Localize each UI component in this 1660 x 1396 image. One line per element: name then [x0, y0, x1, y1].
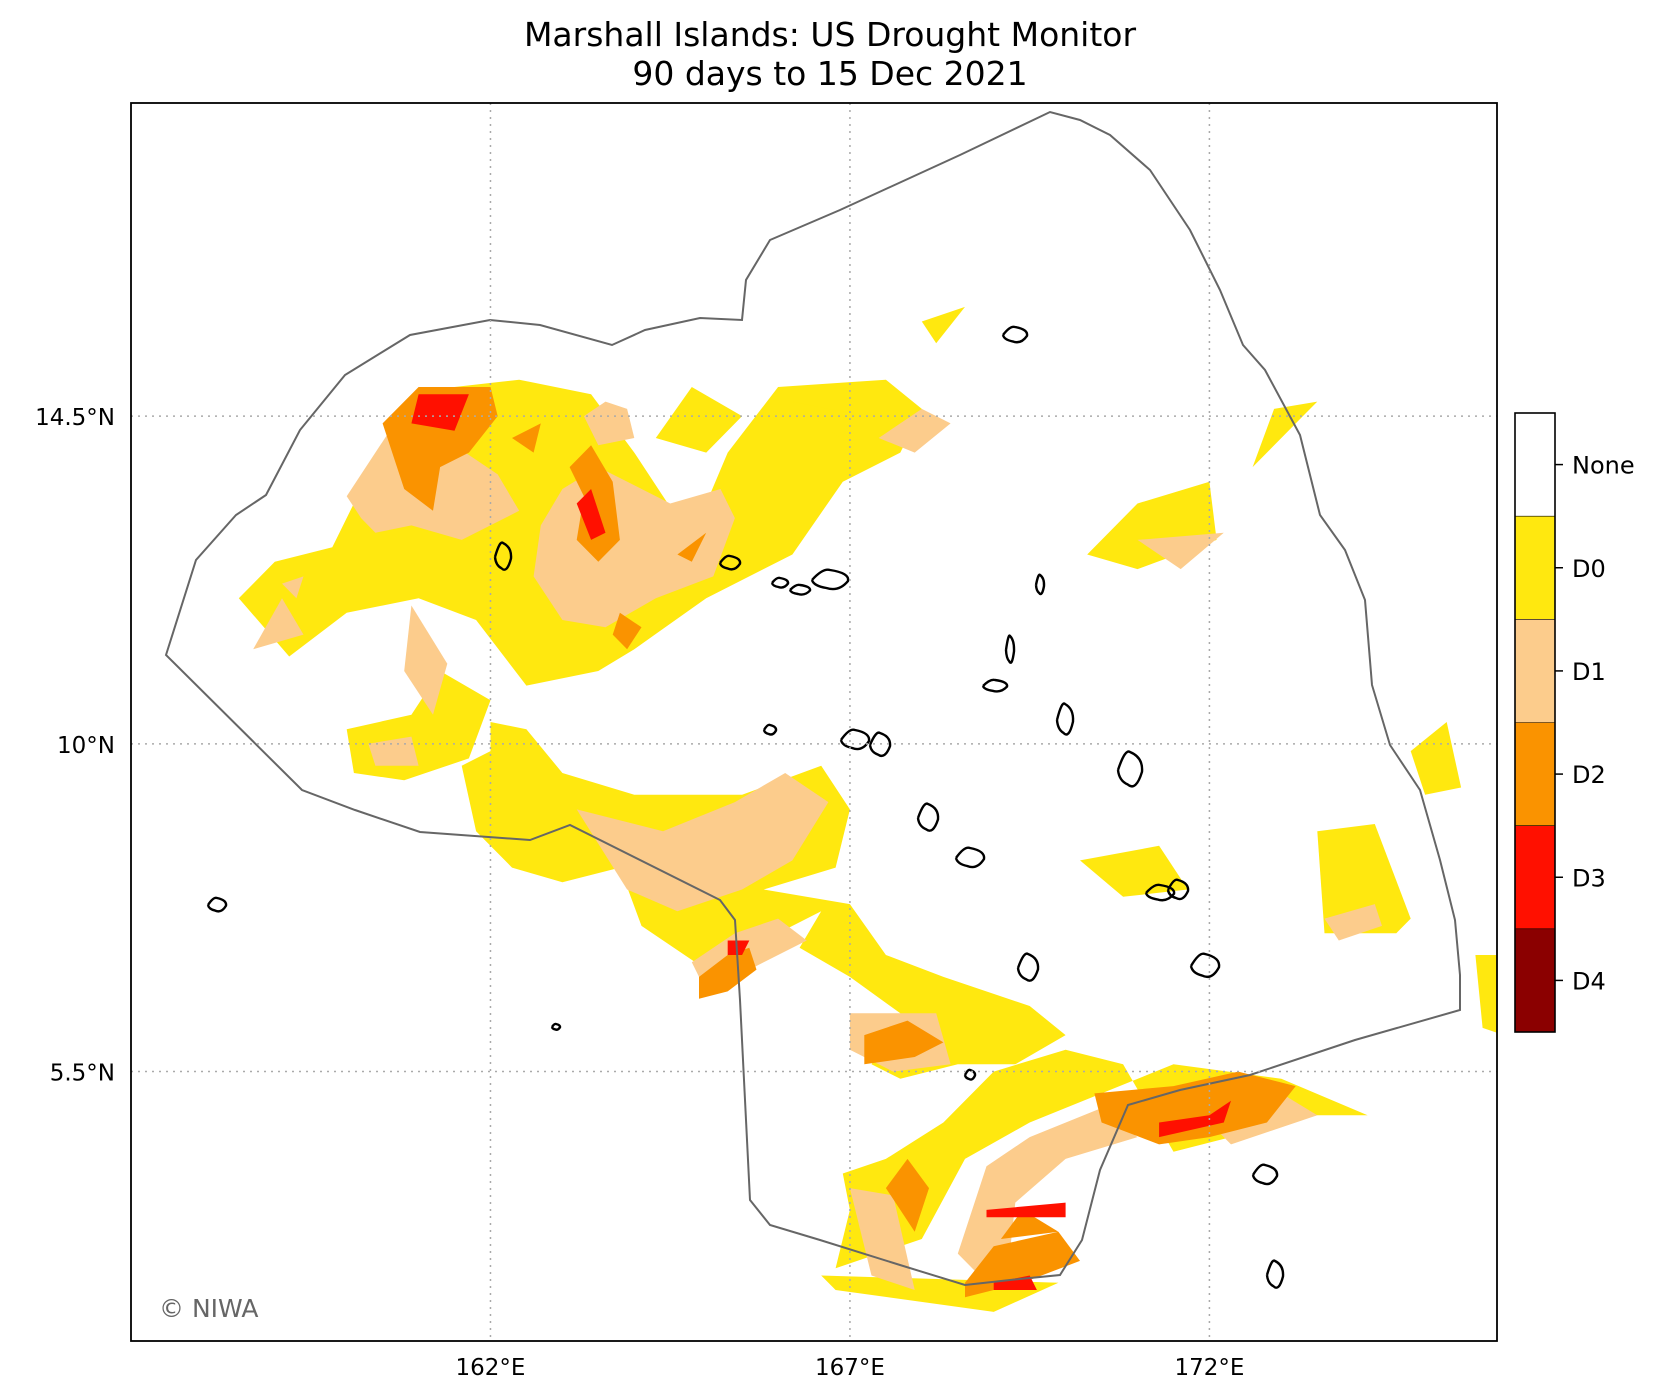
atoll-outline-20	[1016, 952, 1040, 982]
plot-frame	[130, 102, 1498, 1342]
drought-area-d1-2	[533, 467, 735, 628]
drought-area-d1-10	[1137, 532, 1224, 570]
drought-area-d1-9	[878, 408, 951, 453]
atoll-outline-23	[1265, 1259, 1285, 1289]
drought-area-d0-12	[1252, 401, 1318, 468]
niwa-credit: © NIWA	[159, 1294, 258, 1323]
drought-area-d1-11	[1324, 904, 1382, 941]
graticule	[131, 103, 1497, 1341]
drought-area-d0-5	[921, 306, 965, 344]
axis-ticks: 162°E 167°E 172°E 14.5°N 10°N 5.5°N	[35, 405, 1244, 1381]
drought-area-d1-15	[282, 576, 304, 599]
drought-area-d3-2	[727, 940, 750, 955]
drought-area-d0-9	[1475, 955, 1497, 1033]
drought-area-d3-3	[986, 1202, 1066, 1218]
atoll-outline-15	[954, 846, 986, 869]
map-title: Marshall Islands: US Drought Monitor	[523, 15, 1137, 54]
drought-area-d3-1	[576, 489, 606, 540]
drought-area-d0-3	[655, 387, 743, 453]
x-tick-label: 167°E	[815, 1355, 885, 1381]
legend-label-d3: D3	[1572, 864, 1606, 892]
legend-colorbar: None D0 D1 D2 D3 D4	[1514, 412, 1635, 1033]
atoll-outline-21	[963, 1068, 977, 1081]
drought-area-d1-1	[583, 401, 635, 446]
drought-area-d2-9	[1094, 1071, 1296, 1145]
atoll-outline-2	[718, 554, 742, 571]
island-coastlines	[206, 325, 1285, 1289]
atoll-outline-8	[981, 678, 1009, 693]
drought-area-d2-7	[864, 1020, 944, 1065]
legend-frame	[1514, 412, 1556, 1033]
legend-swatch-d2	[1515, 722, 1555, 826]
drought-area-d2-0	[382, 387, 498, 511]
atoll-outline-6	[1034, 573, 1046, 596]
atoll-outline-17	[1166, 878, 1190, 901]
drought-area-d0-7	[1317, 824, 1411, 934]
atoll-outline-22	[1251, 1163, 1279, 1186]
drought-area-d0-10	[835, 1049, 1368, 1269]
drought-area-d0-6	[1087, 481, 1217, 570]
drought-area-d2-3	[677, 532, 707, 562]
map-subtitle: 90 days to 15 Dec 2021	[632, 54, 1028, 93]
drought-area-d1-6	[576, 773, 829, 912]
legend-label-d0: D0	[1572, 555, 1606, 583]
drought-area-d1-3	[253, 598, 304, 650]
drought-area-d3-4	[1159, 1100, 1231, 1138]
legend-label-d2: D2	[1572, 761, 1606, 789]
legend-swatch-d1	[1515, 619, 1555, 723]
drought-area-d2-4	[612, 612, 642, 650]
atoll-outline-7	[1004, 634, 1016, 664]
drought-area-d0-4	[792, 401, 872, 446]
drought-area-d0-2	[461, 722, 1066, 1079]
atoll-outline-0	[1001, 325, 1029, 344]
atoll-outline-14	[916, 802, 940, 832]
atoll-outline-16	[1144, 883, 1176, 902]
atoll-outline-24	[550, 1022, 562, 1031]
legend-label-none: None	[1572, 452, 1635, 480]
drought-area-d2-8	[885, 1158, 929, 1232]
legend-label-d1: D1	[1572, 658, 1606, 686]
y-tick-label: 5.5°N	[50, 1061, 115, 1087]
legend-label-d4: D4	[1572, 967, 1606, 995]
legend-swatch-d0	[1515, 516, 1555, 620]
atoll-outline-18	[206, 896, 228, 913]
drought-area-d2-1	[512, 423, 541, 453]
drought-area-d0-8	[1410, 722, 1462, 795]
y-tick-label: 10°N	[57, 733, 115, 759]
atoll-outline-3	[810, 568, 850, 591]
eez-boundary	[164, 110, 1461, 1287]
atoll-outline-11	[839, 728, 871, 751]
atoll-outline-1	[493, 541, 513, 571]
atoll-outline-10	[1116, 750, 1144, 788]
atoll-outline-9	[1055, 702, 1075, 736]
drought-area-d2-10	[1000, 1209, 1059, 1239]
atoll-outline-13	[762, 723, 778, 736]
drought-layer	[238, 306, 1497, 1312]
y-tick-label: 14.5°N	[35, 405, 115, 431]
drought-area-d1-5	[368, 736, 419, 766]
atoll-outline-19	[1189, 952, 1221, 979]
drought-area-d3-0	[411, 394, 469, 431]
legend-swatch-none	[1515, 413, 1555, 517]
drought-area-d1-4	[404, 605, 448, 715]
atoll-outline-4	[788, 583, 812, 596]
x-tick-label: 172°E	[1174, 1355, 1244, 1381]
x-tick-label: 162°E	[456, 1355, 526, 1381]
atoll-outline-12	[868, 731, 892, 758]
legend-swatch-d3	[1515, 825, 1555, 929]
drought-area-d2-5	[699, 947, 757, 999]
legend-swatch-d4	[1515, 928, 1555, 1032]
atoll-outline-5	[770, 576, 790, 589]
